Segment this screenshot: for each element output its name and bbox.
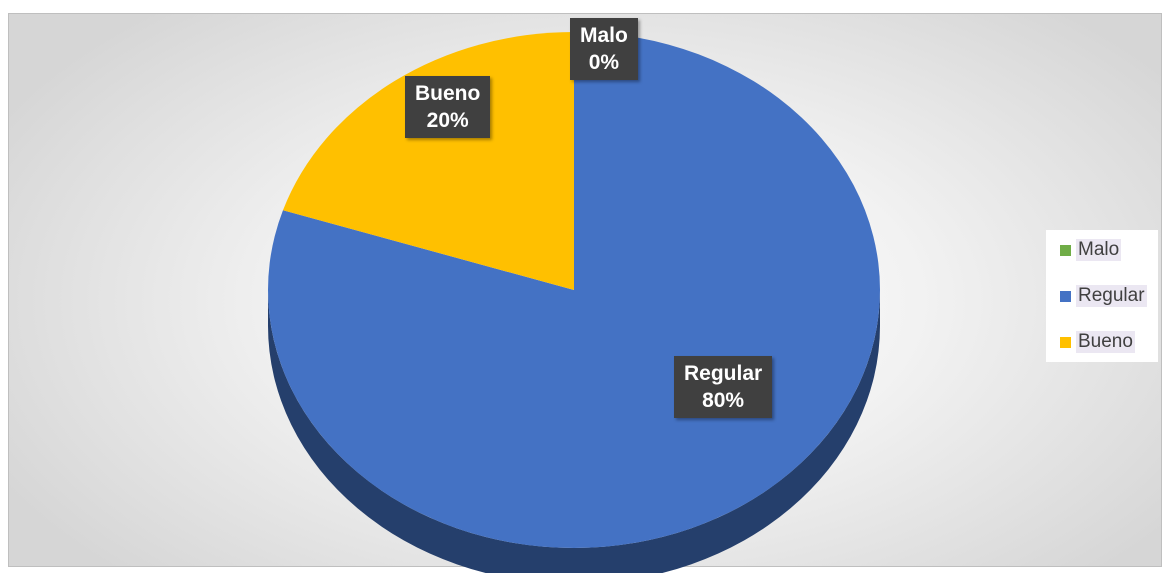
legend-label-regular: Regular [1076,285,1147,307]
chart-legend: Malo Regular Bueno [1046,230,1158,362]
legend-item-regular[interactable]: Regular [1060,282,1147,310]
data-label-bueno: Bueno 20% [405,76,491,138]
data-label-malo-percent: 0% [588,51,620,74]
legend-label-bueno: Bueno [1076,331,1135,353]
pie-slice-bueno[interactable] [282,32,574,290]
legend-label-malo: Malo [1076,239,1122,261]
legend-item-malo[interactable]: Malo [1060,236,1122,264]
data-label-bueno-percent: 20% [426,109,469,132]
legend-item-bueno[interactable]: Bueno [1060,328,1135,356]
legend-swatch-malo [1060,244,1071,256]
data-label-regular: Regular 80% [674,356,773,418]
pie-slice-regular[interactable] [267,32,880,549]
data-label-malo: Malo 0% [570,18,638,80]
data-label-bueno-category: Bueno [415,82,481,105]
legend-swatch-bueno [1060,336,1071,348]
data-label-regular-category: Regular [684,362,763,385]
legend-swatch-regular [1060,290,1071,302]
data-label-regular-percent: 80% [702,389,745,412]
data-label-malo-category: Malo [580,24,628,47]
